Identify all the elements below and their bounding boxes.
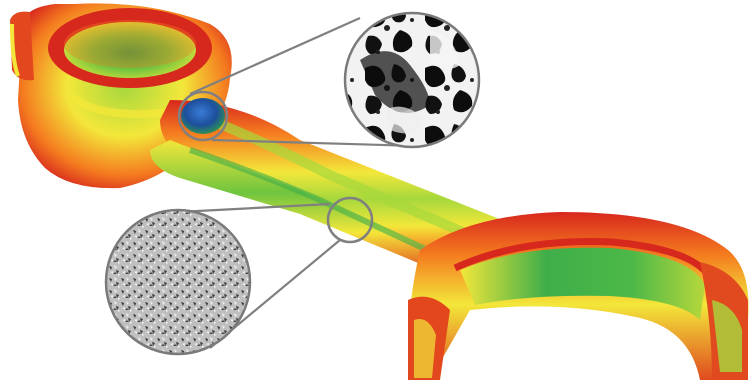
big-end [408,212,749,380]
inset-microstructure-coarse [343,11,481,149]
callout-ring-beam [326,196,374,244]
inset-microstructure-fine [104,208,252,356]
hot-spot [181,98,225,134]
small-end [10,3,232,189]
callout-ring-hotspot [177,90,229,142]
